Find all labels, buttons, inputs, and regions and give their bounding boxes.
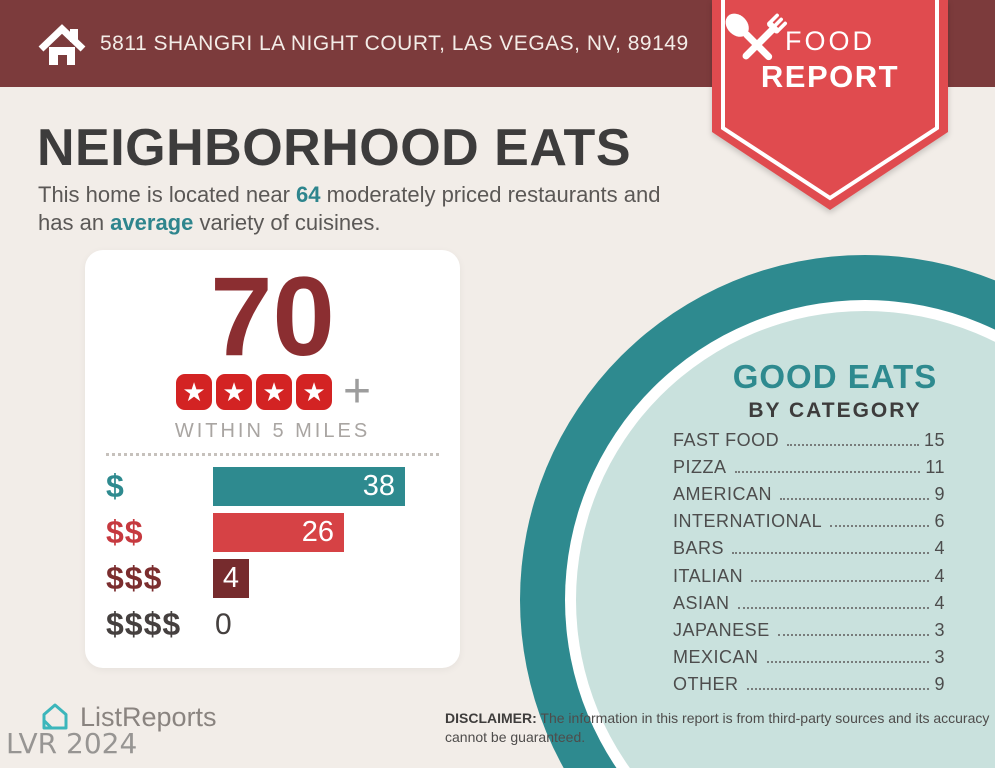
restaurant-score: 70 bbox=[210, 254, 335, 379]
category-row: ITALIAN 4 bbox=[673, 566, 945, 588]
category-row: INTERNATIONAL 6 bbox=[673, 511, 945, 533]
food-report-badge: FOOD REPORT bbox=[712, 0, 948, 212]
price-tier-label: $$$ bbox=[106, 560, 163, 596]
dotted-leader bbox=[734, 471, 921, 474]
dotted-leader bbox=[732, 552, 930, 555]
badge-title: FOOD REPORT bbox=[760, 26, 900, 94]
category-list: FAST FOOD 15 PIZZA 11 AMERICAN 9 INTERNATIONAL… bbox=[673, 430, 945, 696]
variety-rating: average bbox=[110, 210, 194, 235]
bar-row: $$$ 4 bbox=[85, 559, 460, 598]
dotted-leader bbox=[766, 660, 930, 663]
good-eats-subtitle: BY CATEGORY bbox=[748, 399, 922, 422]
summary-line-2: has an average variety of cuisines. bbox=[38, 210, 381, 235]
listreports-logo: ListReports bbox=[38, 700, 217, 734]
category-row: AMERICAN 9 bbox=[673, 484, 945, 506]
property-address: 5811 SHANGRI LA NIGHT COURT, LAS VEGAS, … bbox=[100, 31, 689, 55]
dotted-leader bbox=[787, 444, 919, 446]
category-label: PIZZA bbox=[673, 457, 727, 478]
category-label: INTERNATIONAL bbox=[673, 511, 823, 532]
bar-value: 38 bbox=[362, 470, 395, 502]
category-label: MEXICAN bbox=[673, 646, 759, 667]
category-value: 4 bbox=[934, 565, 945, 586]
price-tier-label: $ bbox=[106, 468, 125, 504]
disclaimer-label: DISCLAIMER: bbox=[445, 710, 537, 726]
listreports-logo-icon bbox=[42, 703, 68, 730]
good-eats-heading: GOOD EATS BY CATEGORY bbox=[660, 358, 995, 423]
category-value: 11 bbox=[925, 457, 945, 478]
watermark: LVR 2024 bbox=[6, 727, 138, 760]
category-row: BARS 4 bbox=[673, 538, 945, 560]
star-icon: ★ bbox=[295, 374, 332, 410]
category-value: 4 bbox=[934, 538, 945, 559]
category-value: 9 bbox=[934, 673, 945, 694]
star-icon: ★ bbox=[215, 374, 252, 410]
category-value: 4 bbox=[934, 592, 945, 613]
category-row: PIZZA 11 bbox=[673, 457, 945, 479]
category-label: AMERICAN bbox=[673, 484, 773, 505]
star-icon: ★ bbox=[175, 374, 212, 410]
bar: 38 bbox=[213, 467, 405, 506]
category-value: 15 bbox=[923, 430, 945, 450]
bar-row: $$ 26 bbox=[85, 513, 460, 552]
bar: 4 bbox=[213, 559, 249, 598]
fork-spoon-icon bbox=[725, 13, 788, 61]
category-row: JAPANESE 3 bbox=[673, 620, 945, 642]
disclaimer: DISCLAIMER: The information in this repo… bbox=[445, 709, 990, 747]
category-value: 9 bbox=[934, 484, 945, 505]
dotted-leader bbox=[777, 633, 930, 636]
dotted-leader bbox=[751, 579, 930, 582]
card-divider bbox=[106, 453, 439, 456]
bar-value: 26 bbox=[301, 516, 334, 548]
category-label: ITALIAN bbox=[673, 565, 744, 586]
bar-value: 4 bbox=[222, 562, 240, 594]
star-icon: ★ bbox=[255, 374, 292, 410]
category-label: ASIAN bbox=[673, 592, 730, 613]
category-value: 6 bbox=[934, 511, 945, 532]
summary-line-1: This home is located near 64 moderately … bbox=[38, 182, 661, 207]
dotted-leader bbox=[746, 687, 930, 690]
score-card: 70 ★ ★ ★ ★ + WITHIN 5 MILES $38 $$ 26 $$$ 4 $$$$ 0 bbox=[85, 250, 460, 668]
home-icon bbox=[38, 23, 86, 65]
category-row: FAST FOOD 15 bbox=[673, 430, 945, 452]
category-label: BARS bbox=[673, 538, 725, 559]
restaurant-count: 64 bbox=[296, 182, 321, 207]
category-row: OTHER 9 bbox=[673, 674, 945, 696]
category-row: MEXICAN 3 bbox=[673, 647, 945, 669]
star-rating: ★ ★ ★ ★ + bbox=[85, 365, 460, 418]
category-value: 3 bbox=[934, 646, 945, 667]
radius-caption: WITHIN 5 MILES bbox=[174, 420, 371, 442]
dotted-leader bbox=[737, 606, 930, 609]
bar-row: $$$$ 0 bbox=[85, 605, 460, 644]
bar: 26 bbox=[213, 513, 344, 552]
category-row: ASIAN 4 bbox=[673, 593, 945, 615]
dotted-leader bbox=[780, 498, 930, 501]
page-title: NEIGHBORHOOD EATS bbox=[37, 119, 632, 177]
price-tier-label: $$$$ bbox=[106, 606, 182, 642]
category-label: FAST FOOD bbox=[673, 430, 780, 450]
plus-icon: + bbox=[342, 365, 372, 418]
disclaimer-text: The information in this report is from t… bbox=[445, 710, 990, 745]
bar-value: 0 bbox=[215, 608, 232, 641]
good-eats-title: GOOD EATS bbox=[732, 358, 938, 395]
category-label: JAPANESE bbox=[673, 619, 770, 640]
summary-text: This home is located near 64 moderately … bbox=[38, 181, 660, 237]
price-bar-chart: $38 $$ 26 $$$ 4 $$$$ 0 bbox=[85, 467, 460, 651]
bar-row: $38 bbox=[85, 467, 460, 506]
price-tier-label: $$ bbox=[106, 514, 144, 550]
category-value: 3 bbox=[934, 619, 945, 640]
dotted-leader bbox=[830, 525, 930, 528]
category-label: OTHER bbox=[673, 673, 739, 694]
listreports-logo-text: ListReports bbox=[80, 701, 217, 732]
